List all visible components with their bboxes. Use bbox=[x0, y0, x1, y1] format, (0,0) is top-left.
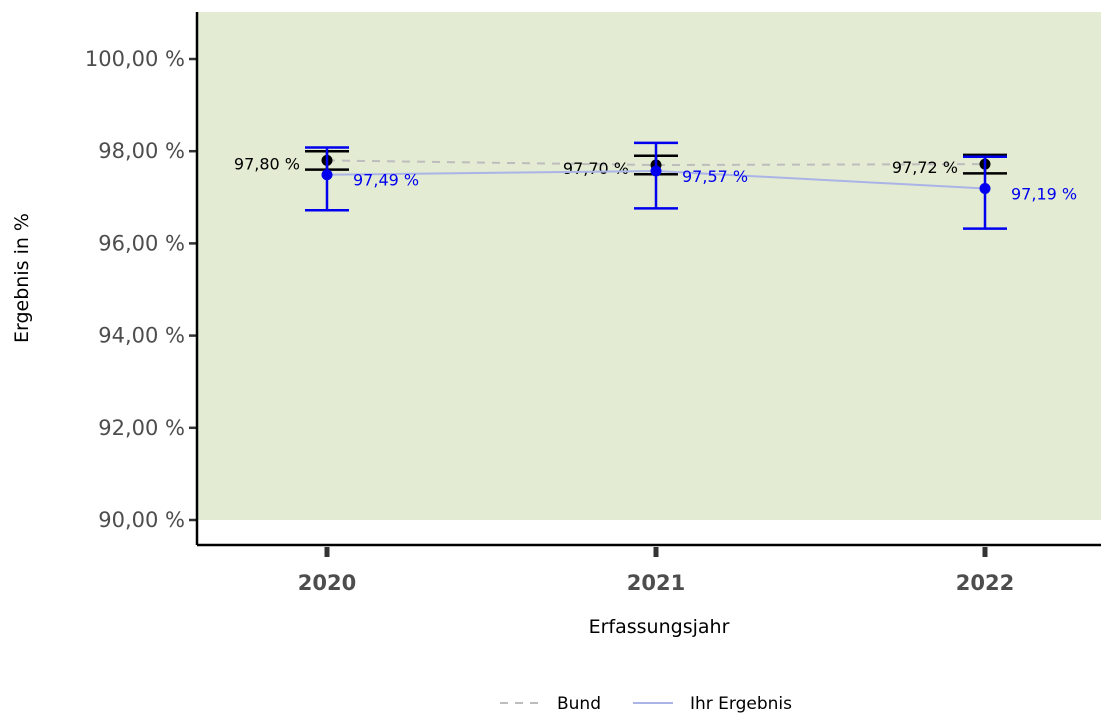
y-axis-ticks: 90,00 % 92,00 % 94,00 % 96,00 % 98,00 % 100,0… bbox=[85, 47, 197, 532]
y-tick-label: 92,00 % bbox=[98, 416, 185, 440]
series-ihr-ergebnis: 97,49 % 97,57 % 97,19 % bbox=[305, 141, 1077, 230]
y-axis-title: Ergebnis in % bbox=[11, 213, 33, 343]
y-tick-label: 100,00 % bbox=[85, 47, 185, 71]
data-label: 97,80 % bbox=[234, 154, 300, 173]
y-tick-label: 90,00 % bbox=[98, 508, 185, 532]
data-point bbox=[321, 169, 333, 181]
series-group: 97,80 % 97,70 % 97,72 % 97,49 % 97,57 % 97,19… bbox=[234, 141, 1077, 230]
x-axis-title: Erfassungsjahr bbox=[589, 616, 730, 638]
plot-background bbox=[197, 12, 1101, 520]
x-tick-label: 2022 bbox=[956, 571, 1014, 595]
x-tick-label: 2020 bbox=[298, 571, 356, 595]
legend-label-bund: Bund bbox=[557, 694, 601, 714]
data-label: 97,72 % bbox=[892, 158, 958, 177]
data-point bbox=[979, 183, 991, 195]
legend: Bund Ihr Ergebnis bbox=[500, 694, 792, 714]
x-axis-ticks: 2020 2021 2022 bbox=[298, 547, 1014, 595]
series-line bbox=[326, 159, 986, 167]
data-label: 97,19 % bbox=[1011, 185, 1077, 204]
data-label: 97,70 % bbox=[563, 159, 629, 178]
data-label: 97,57 % bbox=[682, 167, 748, 186]
data-point bbox=[650, 165, 662, 177]
data-label: 97,49 % bbox=[353, 171, 419, 190]
x-tick-label: 2021 bbox=[627, 571, 685, 595]
y-tick-label: 98,00 % bbox=[98, 139, 185, 163]
y-tick-label: 94,00 % bbox=[98, 324, 185, 348]
y-tick-label: 96,00 % bbox=[98, 231, 185, 255]
legend-label-ihr-ergebnis: Ihr Ergebnis bbox=[690, 694, 792, 714]
